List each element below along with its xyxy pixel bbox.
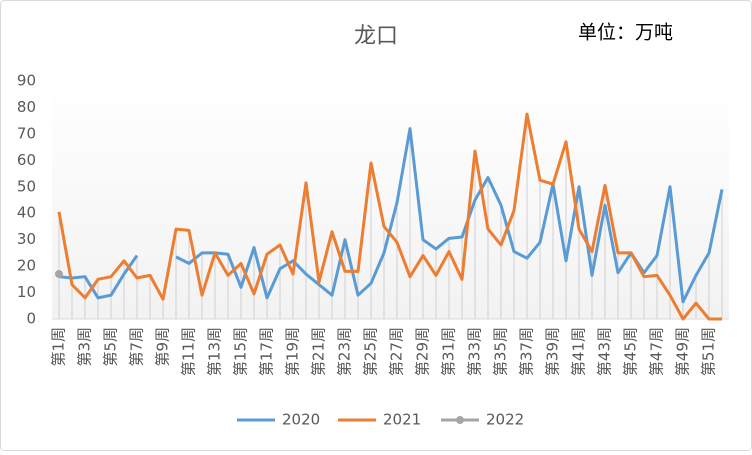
x-tick-label: 第9周 xyxy=(154,327,172,367)
y-tick-label: 10 xyxy=(17,283,36,301)
x-tick-label: 第37周 xyxy=(518,327,536,376)
x-tick-label: 第7周 xyxy=(128,327,146,367)
x-tick-label: 第43周 xyxy=(596,327,614,376)
x-tick-label: 第29周 xyxy=(414,327,432,376)
x-tick-label: 第15周 xyxy=(232,327,250,376)
series-line xyxy=(57,112,722,321)
legend-label: 2022 xyxy=(486,411,524,429)
x-tick-label: 第45周 xyxy=(622,327,640,376)
y-tick-label: 70 xyxy=(17,124,36,142)
x-tick-label: 第1周 xyxy=(50,327,68,367)
x-tick-label: 第21周 xyxy=(310,327,328,376)
legend-label: 2020 xyxy=(282,411,320,429)
x-tick-label: 第33周 xyxy=(466,327,484,376)
x-tick-label: 第11周 xyxy=(180,327,198,376)
x-tick-label: 第49周 xyxy=(674,327,692,376)
chart-title: 龙口 xyxy=(354,24,398,49)
legend-label: 2021 xyxy=(383,411,421,429)
x-tick-label: 第31周 xyxy=(440,327,458,376)
y-tick-label: 60 xyxy=(17,151,36,169)
unit-annotation: 单位：万吨 xyxy=(578,22,673,44)
x-tick-label: 第25周 xyxy=(362,327,380,376)
x-tick-label: 第17周 xyxy=(258,327,276,376)
series-marker xyxy=(55,270,63,279)
legend-marker xyxy=(456,416,464,424)
y-tick-label: 20 xyxy=(17,257,36,275)
x-tick-label: 第41周 xyxy=(570,327,588,376)
x-tick-label: 第39周 xyxy=(544,327,562,376)
x-tick-label: 第5周 xyxy=(102,327,120,367)
x-tick-label: 第23周 xyxy=(336,327,354,376)
x-tick-label: 第27周 xyxy=(388,327,406,376)
y-tick-label: 50 xyxy=(17,177,36,195)
y-tick-label: 80 xyxy=(17,98,36,116)
x-tick-label: 第35周 xyxy=(492,327,510,376)
x-tick-label: 第3周 xyxy=(76,327,94,367)
y-tick-label: 90 xyxy=(17,72,36,90)
x-tick-label: 第19周 xyxy=(284,327,302,376)
x-tick-label: 第13周 xyxy=(206,327,224,376)
y-tick-label: 40 xyxy=(17,204,36,222)
x-tick-label: 第51周 xyxy=(700,327,718,376)
x-tick-label: 第47周 xyxy=(648,327,666,376)
y-tick-label: 0 xyxy=(26,310,36,328)
y-tick-label: 30 xyxy=(17,230,36,248)
plot-area xyxy=(52,81,729,319)
